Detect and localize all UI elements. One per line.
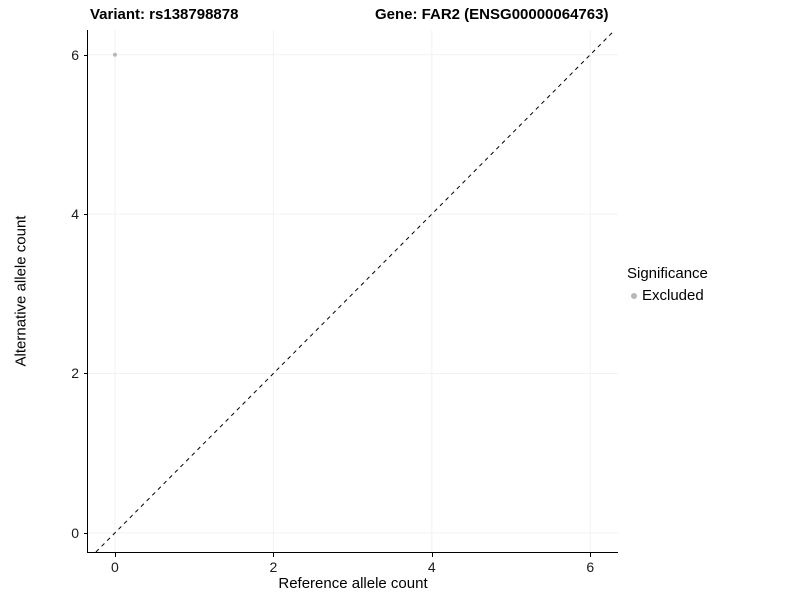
x-tick-mark — [431, 553, 433, 557]
legend-dot-icon — [631, 292, 637, 299]
x-tick-mark — [590, 553, 592, 557]
x-tick-label: 4 — [427, 559, 436, 575]
plot-panel — [87, 30, 618, 553]
y-axis-ticks: 0 2 4 6 — [0, 30, 88, 552]
y-tick-label: 2 — [71, 365, 79, 382]
y-tick-label: 0 — [71, 524, 79, 541]
legend: Significance Excluded — [627, 265, 708, 304]
x-axis-ticks: 0 2 4 6 — [88, 552, 618, 578]
y-tick-mark — [84, 532, 88, 534]
legend-label-excluded: Excluded — [642, 287, 704, 304]
y-tick-label: 6 — [71, 46, 79, 63]
x-axis-label: Reference allele count — [278, 575, 428, 592]
y-tick-mark — [84, 54, 88, 56]
y-tick-mark — [84, 373, 88, 375]
legend-entry-excluded: Excluded — [627, 287, 708, 304]
y-tick-mark — [84, 214, 88, 216]
chart-title-variant: Variant: rs138798878 — [90, 6, 239, 23]
plot-area-svg — [88, 30, 618, 552]
chart-title-gene: Gene: FAR2 (ENSG00000064763) — [375, 6, 609, 23]
legend-title: Significance — [627, 265, 708, 282]
data-point — [112, 52, 117, 57]
x-tick-label: 6 — [586, 559, 595, 575]
identity-line — [95, 30, 616, 552]
x-tick-label: 2 — [269, 559, 278, 575]
x-tick-label: 0 — [111, 559, 119, 575]
x-tick-mark — [114, 553, 116, 557]
y-axis-label: Alternative allele count — [12, 215, 30, 367]
y-tick-label: 4 — [71, 206, 79, 223]
x-tick-mark — [273, 553, 275, 557]
